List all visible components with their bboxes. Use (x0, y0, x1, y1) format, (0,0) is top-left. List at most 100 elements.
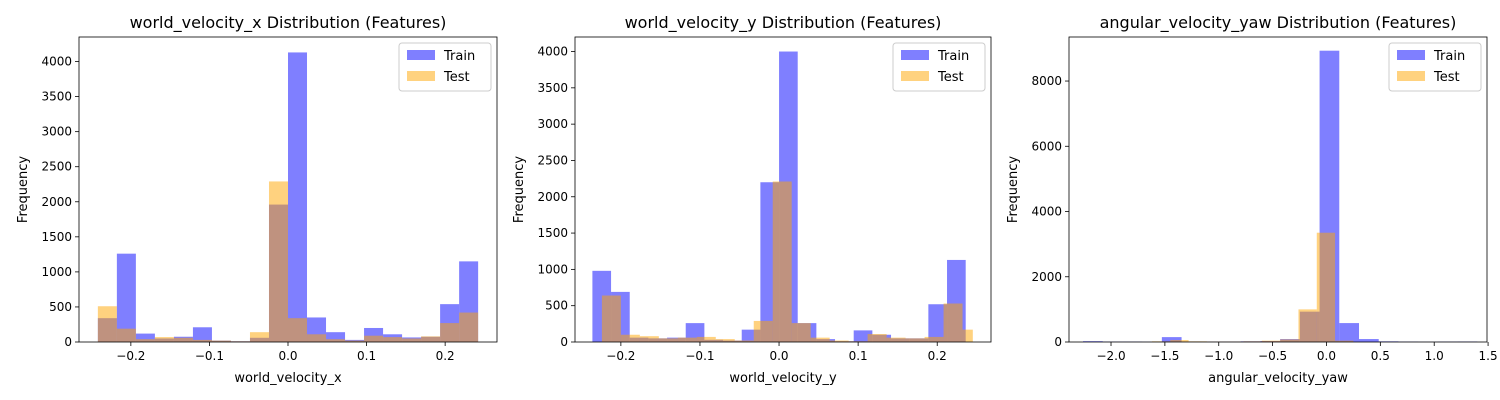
y-tick-label: 6000 (1031, 139, 1062, 153)
legend-swatch-test (407, 71, 435, 81)
bar-test (440, 323, 460, 342)
chart-title: angular_velocity_yaw Distribution (Featu… (1100, 13, 1457, 33)
axes-frame (574, 36, 992, 343)
x-tick-label: −0.1 (685, 349, 714, 363)
chart-panel-1: −0.2 −0.1 0.0 0.1 0.2 0 500 1000 1500 2000 2500 300… (16, 13, 498, 386)
y-tick-label: 1000 (537, 262, 568, 276)
x-tick-label: 1.0 (1425, 349, 1444, 363)
y-tick-label: 2500 (41, 160, 72, 174)
chart-panel-2: −0.2 −0.1 0.0 0.1 0.2 0 500 1000 1500 2000 2500 300… (512, 13, 992, 386)
x-tick-label: −0.2 (606, 349, 635, 363)
bar-train (1083, 341, 1103, 342)
y-tick-label: 1500 (537, 226, 568, 240)
bar-test (364, 335, 384, 342)
bar-test (791, 323, 811, 342)
x-tick-label: −2.0 (1096, 349, 1125, 363)
y-tick-label: 1000 (41, 265, 72, 279)
legend-label-train: Train (443, 49, 475, 64)
legend-swatch-test (1397, 71, 1425, 81)
y-tick-label: 0 (1054, 335, 1062, 349)
bar-test (696, 336, 716, 342)
y-tick-label: 3000 (537, 117, 568, 131)
bar-test (1335, 340, 1354, 342)
legend-label-train: Train (1433, 49, 1465, 64)
bar-test (658, 338, 678, 342)
bar-test (924, 336, 944, 342)
bar-test (1280, 339, 1299, 342)
y-tick-label: 3500 (41, 90, 72, 104)
y-tick-label: 8000 (1031, 74, 1062, 88)
y-tick-label: 0 (560, 335, 568, 349)
bar-train (326, 332, 346, 342)
x-tick-label: 0.0 (1317, 349, 1336, 363)
legend-label-test: Test (937, 70, 964, 85)
y-axis-label: Frequency (16, 156, 31, 223)
y-axis-label: Frequency (512, 156, 527, 223)
bar-test (326, 339, 346, 342)
y-tick-label: 4000 (41, 55, 72, 69)
y-tick-label: 2000 (1031, 270, 1062, 284)
bar-train (853, 330, 873, 342)
x-tick-label: −1.0 (1204, 349, 1233, 363)
bar-test (1298, 309, 1317, 342)
legend-swatch-test (901, 71, 929, 81)
legend-swatch-train (407, 50, 435, 60)
bar-test (288, 318, 308, 342)
y-tick-label: 3500 (537, 81, 568, 95)
axes-frame (1068, 36, 1488, 343)
bar-test (173, 337, 193, 342)
legend-label-train: Train (937, 49, 969, 64)
y-axis-label: Frequency (1006, 156, 1021, 223)
bar-test (211, 340, 231, 342)
x-tick-label: −0.2 (116, 349, 145, 363)
y-tick-label: 1500 (41, 230, 72, 244)
bar-train (116, 253, 136, 342)
bar-test (639, 336, 659, 342)
x-tick-label: −1.5 (1150, 349, 1179, 363)
y-tick-label: 2000 (41, 195, 72, 209)
bar-test (829, 340, 849, 342)
bar-test (135, 339, 155, 342)
x-tick-label: 0.0 (769, 349, 788, 363)
legend-swatch-train (1397, 50, 1425, 60)
x-tick-label: 1.5 (1479, 349, 1498, 363)
y-tick-label: 500 (545, 299, 568, 313)
x-tick-label: 0.2 (928, 349, 947, 363)
legend: Train Test (892, 42, 986, 92)
bar-test (715, 339, 735, 342)
bar-test (192, 339, 212, 342)
x-tick-label: 0.1 (357, 349, 376, 363)
x-tick-label: 0.1 (849, 349, 868, 363)
bar-train (192, 327, 212, 342)
bar-test (459, 312, 479, 342)
bar-test (1170, 340, 1189, 342)
legend-label-test: Test (443, 70, 470, 85)
x-axis-label: world_velocity_y (729, 371, 837, 386)
bar-train (288, 52, 308, 343)
bar-test (345, 340, 365, 342)
bar-test (734, 340, 754, 342)
bar-test (943, 303, 963, 342)
legend: Train Test (398, 42, 492, 92)
chart-panel-3: −2.0 −1.5 −1.0 −0.5 0.0 0.5 1.0 1.5 0 2000 4000 600… (1006, 13, 1498, 386)
bar-test (268, 181, 288, 342)
y-tick-label: 0 (64, 335, 72, 349)
y-tick-label: 3000 (41, 125, 72, 139)
bar-train (1359, 339, 1379, 342)
series-train-bars (1083, 50, 1478, 342)
bar-test (154, 337, 174, 342)
x-axis-label: angular_velocity_yaw (1208, 371, 1348, 386)
chart-title: world_velocity_y Distribution (Features) (625, 13, 942, 33)
series-test-bars (97, 181, 479, 342)
bar-test (962, 329, 973, 342)
y-tick-label: 500 (49, 300, 72, 314)
bar-test (116, 328, 136, 342)
x-tick-label: 0.5 (1371, 349, 1390, 363)
y-tick-label: 4000 (1031, 205, 1062, 219)
bar-test (383, 337, 403, 342)
x-axis-label: world_velocity_x (234, 371, 342, 386)
y-tick-label: 4000 (537, 45, 568, 59)
bar-train (135, 333, 155, 342)
legend-swatch-train (901, 50, 929, 60)
